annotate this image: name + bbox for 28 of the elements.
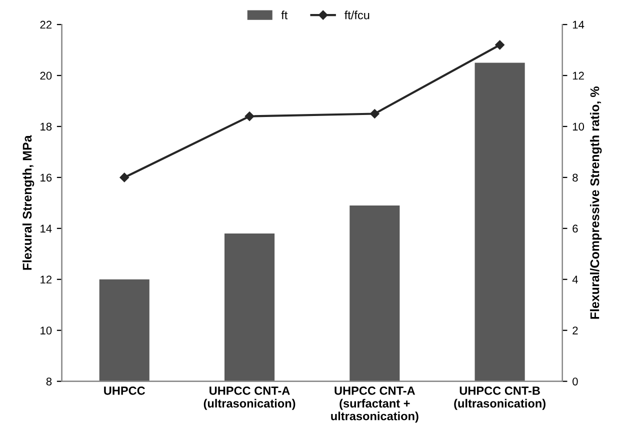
y2-tick-label: 6 — [572, 224, 578, 233]
y-tick-label: 10 — [40, 326, 52, 334]
y-tick-label: 8 — [46, 378, 52, 386]
x-tick-label: UHPCC — [104, 386, 146, 395]
y-tick-label: 16 — [40, 174, 52, 182]
x-tick-label: UHPCC CNT-A (ultrasonication) — [204, 386, 296, 410]
point — [370, 109, 380, 118]
point — [495, 40, 504, 50]
legend-label: ft — [281, 10, 288, 20]
y2-tick-label: 14 — [572, 20, 584, 29]
y-tick-label: 20 — [40, 72, 52, 80]
y2-tick-label: 2 — [572, 326, 578, 334]
y-axis-title: Flexural Strength, MPa — [22, 135, 34, 270]
y2-tick-label: 8 — [572, 174, 578, 182]
x-tick-label: UHPCC CNT-A (surfactant + ultrasonication) — [331, 386, 418, 423]
y2-tick-label: 0 — [572, 378, 578, 386]
y2-tick-label: 4 — [572, 276, 578, 284]
y-tick-label: 14 — [40, 224, 52, 232]
y2-tick-label: 10 — [572, 122, 584, 131]
x-tick-label: UHPCC CNT-B (ultrasonication) — [454, 386, 546, 410]
y-tick-label: 22 — [40, 20, 52, 29]
y2-tick-label: 12 — [572, 72, 584, 80]
y-tick-label: 18 — [40, 122, 52, 131]
y-tick-label: 12 — [40, 276, 52, 284]
legend-label: ft/fcu — [344, 10, 370, 20]
y2-axis-title: Flexural/Compressive Strength ratio, % — [590, 86, 602, 319]
point — [120, 172, 129, 182]
point — [244, 112, 254, 121]
